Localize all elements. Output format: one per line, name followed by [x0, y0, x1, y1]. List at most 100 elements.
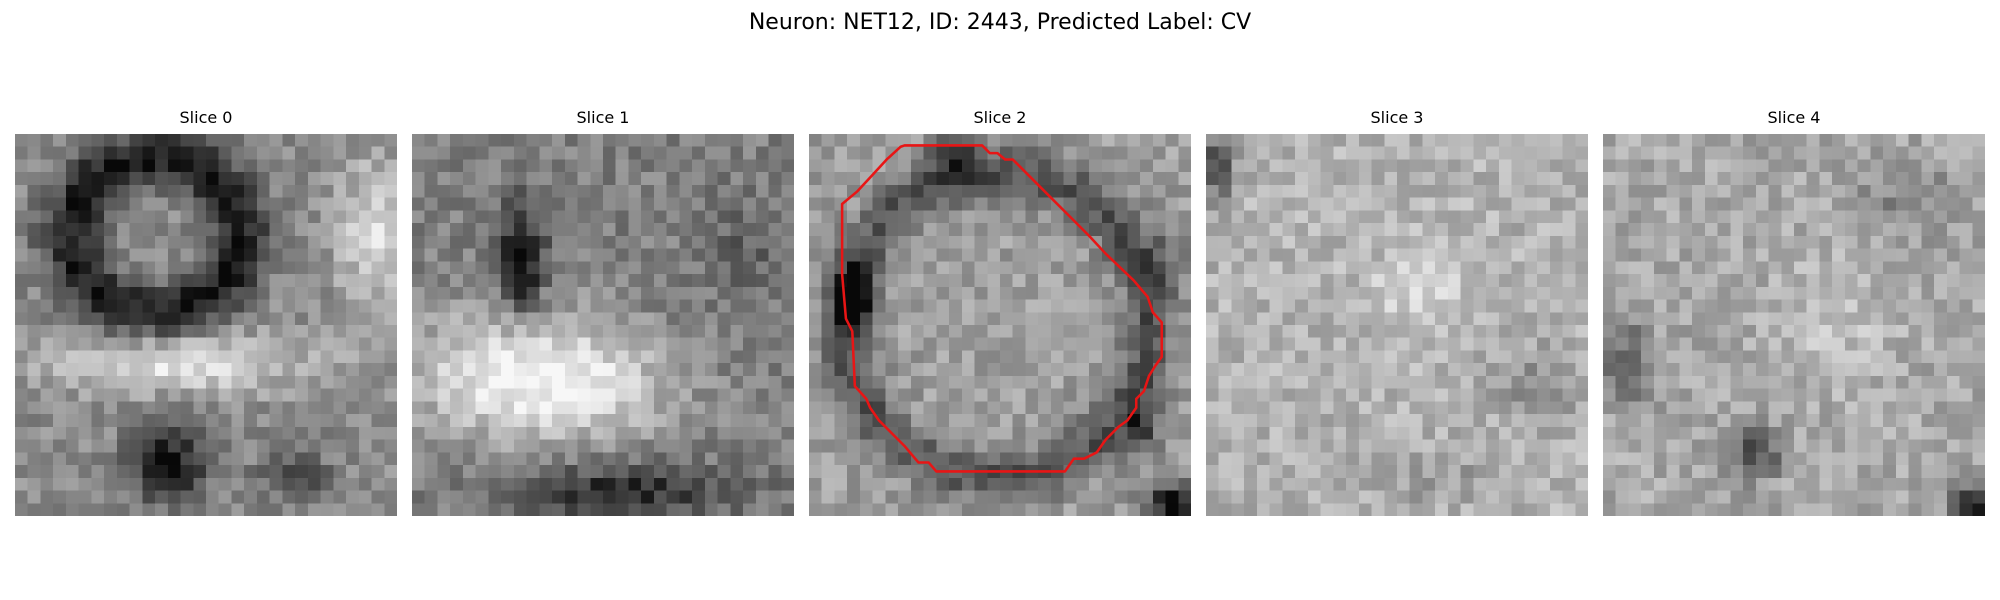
image-pixel [1256, 401, 1270, 415]
image-pixel [1934, 159, 1948, 173]
image-pixel [1231, 337, 1245, 351]
image-pixel [1498, 248, 1512, 262]
image-pixel [1295, 414, 1309, 428]
image-pixel [1397, 337, 1410, 351]
image-pixel [603, 146, 616, 160]
image-pixel [1524, 312, 1538, 326]
image-pixel [1206, 248, 1219, 262]
image-pixel [987, 388, 1001, 402]
image-pixel [65, 490, 79, 504]
image-pixel [1934, 350, 1948, 364]
image-pixel [974, 184, 988, 198]
image-pixel [1883, 477, 1897, 491]
image-pixel [898, 235, 912, 249]
image-pixel [1282, 172, 1296, 186]
image-pixel [1679, 477, 1693, 491]
image-pixel [1717, 172, 1731, 186]
image-pixel [1050, 172, 1064, 186]
image-pixel [1883, 210, 1897, 224]
image-pixel [104, 401, 118, 415]
image-pixel [1206, 172, 1219, 186]
image-pixel [1307, 363, 1321, 377]
image-pixel [653, 401, 667, 415]
image-pixel [1883, 350, 1897, 364]
image-pixel [1819, 337, 1833, 351]
image-pixel [1140, 235, 1154, 249]
image-pixel [282, 197, 296, 211]
image-pixel [116, 159, 130, 173]
image-pixel [358, 414, 372, 428]
image-pixel [437, 465, 451, 479]
image-pixel [1409, 363, 1423, 377]
image-pixel [923, 159, 937, 173]
image-pixel [590, 184, 604, 198]
image-pixel [1012, 388, 1026, 402]
image-pixel [974, 477, 988, 491]
image-pixel [1473, 465, 1487, 479]
image-pixel [256, 172, 270, 186]
image-pixel [1050, 223, 1064, 237]
image-pixel [269, 503, 283, 516]
image-pixel [1152, 274, 1166, 288]
image-pixel [539, 452, 553, 466]
image-pixel [1333, 401, 1347, 415]
image-pixel [743, 401, 757, 415]
image-pixel [269, 363, 283, 377]
image-pixel [1114, 299, 1128, 313]
image-pixel [603, 452, 616, 466]
image-pixel [1000, 414, 1013, 428]
image-pixel [1165, 197, 1179, 211]
image-pixel [501, 248, 515, 262]
image-pixel [641, 477, 655, 491]
image-pixel [1320, 490, 1334, 504]
image-pixel [218, 235, 232, 249]
image-pixel [1397, 146, 1410, 160]
image-pixel [641, 363, 655, 377]
image-pixel [1641, 248, 1655, 262]
image-pixel [65, 299, 79, 313]
image-pixel [1730, 274, 1744, 288]
image-pixel [167, 235, 181, 249]
image-pixel [704, 375, 718, 389]
image-pixel [1679, 414, 1693, 428]
image-pixel [437, 286, 451, 300]
image-pixel [1165, 325, 1179, 338]
image-pixel [371, 286, 385, 300]
image-pixel [129, 235, 143, 249]
image-pixel [1641, 223, 1655, 237]
image-pixel [1679, 134, 1693, 147]
image-pixel [1050, 286, 1064, 300]
image-pixel [1883, 197, 1897, 211]
image-pixel [1486, 223, 1500, 237]
image-pixel [961, 286, 975, 300]
image-pixel [333, 172, 347, 186]
image-pixel [1615, 503, 1629, 516]
image-pixel [1844, 172, 1858, 186]
image-pixel [834, 490, 848, 504]
image-pixel [821, 490, 835, 504]
image-pixel [1653, 159, 1667, 173]
image-pixel [501, 350, 515, 364]
image-pixel [1114, 465, 1128, 479]
image-pixel [206, 223, 219, 237]
image-pixel [142, 350, 156, 364]
image-pixel [346, 490, 360, 504]
image-pixel [437, 159, 451, 173]
image-pixel [1781, 248, 1795, 262]
image-pixel [358, 452, 372, 466]
image-pixel [717, 248, 731, 262]
image-pixel [206, 363, 219, 377]
image-pixel [1409, 375, 1423, 389]
image-pixel [1447, 490, 1461, 504]
image-pixel [65, 337, 79, 351]
image-pixel [679, 490, 693, 504]
image-pixel [885, 401, 899, 415]
image-pixel [15, 503, 28, 516]
image-pixel [1743, 134, 1757, 147]
image-pixel [1603, 197, 1616, 211]
image-pixel [1562, 210, 1576, 224]
image-pixel [78, 439, 92, 453]
image-pixel [256, 414, 270, 428]
image-pixel [78, 197, 92, 211]
image-pixel [320, 375, 334, 389]
